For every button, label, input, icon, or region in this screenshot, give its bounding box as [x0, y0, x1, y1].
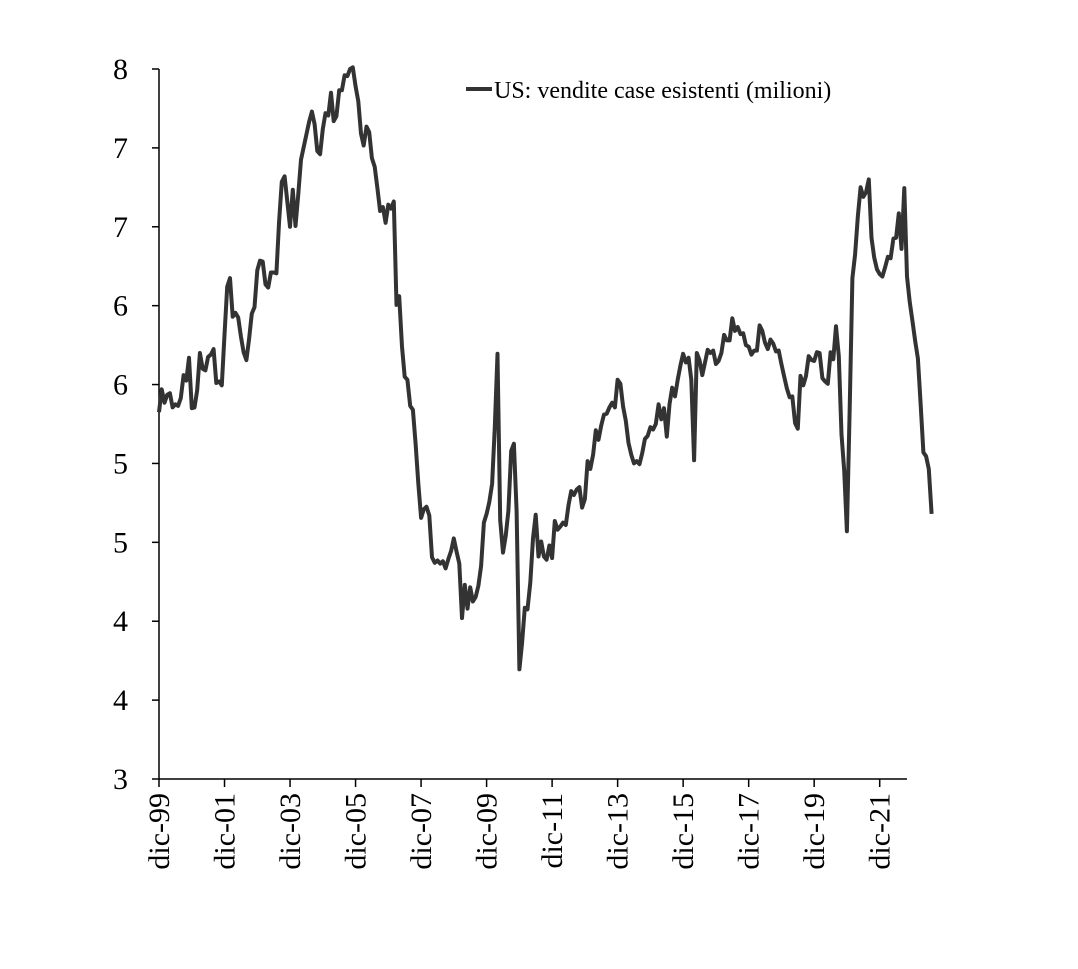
x-tick-label: dic-09 [471, 793, 504, 870]
x-tick-label: dic-15 [667, 793, 700, 870]
x-tick-label: dic-01 [209, 793, 242, 870]
x-ticks: dic-99 dic-01 dic-03 dic-05 dic-07 dic-09 dic-… [143, 779, 897, 870]
y-tick-label: 6 [113, 369, 128, 402]
y-tick-label: 5 [113, 447, 128, 480]
series-layer [157, 65, 934, 672]
series-line [157, 65, 934, 672]
y-tick-label: 3 [113, 763, 128, 796]
legend: US: vendite case esistenti (milioni) [466, 78, 831, 104]
y-tick-label: 6 [113, 290, 128, 323]
y-ticks: 3 4 4 5 5 6 6 7 7 8 [113, 53, 159, 796]
legend-label: US: vendite case esistenti (milioni) [494, 78, 831, 104]
x-tick-label: dic-19 [798, 793, 831, 870]
y-tick-label: 8 [113, 53, 128, 86]
x-tick-label: dic-17 [733, 793, 766, 870]
y-tick-label: 7 [113, 132, 128, 165]
x-tick-label: dic-13 [602, 793, 635, 870]
y-tick-label: 4 [113, 684, 128, 717]
x-tick-label: dic-99 [143, 793, 176, 870]
y-tick-label: 7 [113, 211, 128, 244]
axes [158, 69, 907, 780]
x-tick-label: dic-11 [536, 793, 569, 869]
x-tick-label: dic-07 [405, 793, 438, 870]
y-tick-label: 5 [113, 526, 128, 559]
y-tick-label: 4 [113, 605, 128, 638]
x-tick-label: dic-03 [274, 793, 307, 870]
x-tick-label: dic-05 [340, 793, 373, 870]
x-tick-label: dic-21 [864, 793, 897, 870]
